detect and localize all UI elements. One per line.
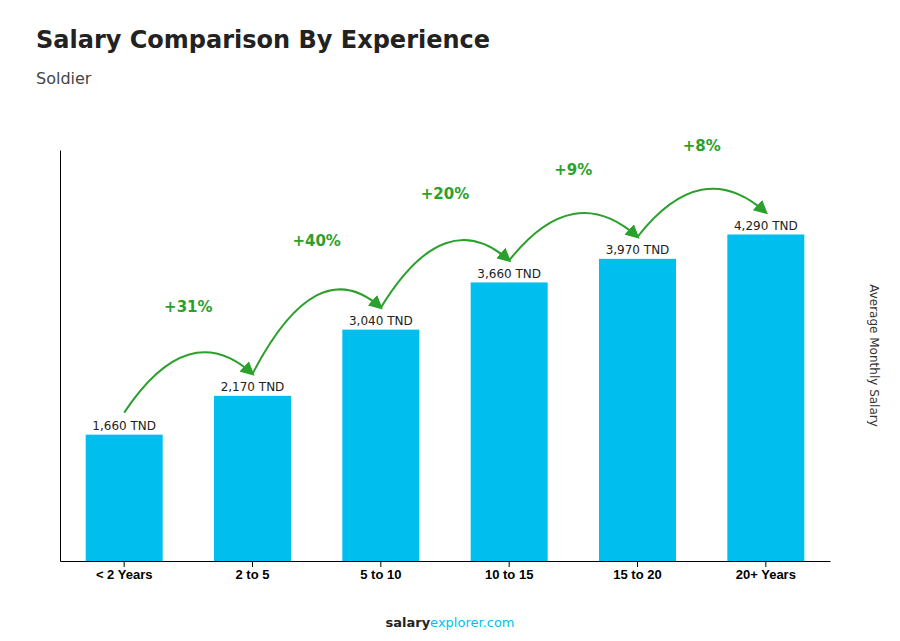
x-tick-label: 15 to 20	[613, 567, 661, 582]
x-tick-mark	[380, 561, 381, 567]
data-label: 3,040 TND	[349, 314, 413, 328]
change-label: +31%	[164, 298, 212, 316]
data-label: 1,660 TND	[92, 419, 156, 433]
bar	[599, 259, 676, 561]
change-arc	[638, 189, 766, 237]
data-label: 3,970 TND	[606, 243, 670, 257]
x-tick-mark	[124, 561, 125, 567]
x-tick-label: 2 to 5	[236, 567, 270, 582]
y-axis-line	[60, 151, 61, 562]
change-label: +20%	[421, 185, 469, 203]
change-label: +9%	[554, 161, 592, 179]
change-arc	[124, 352, 252, 412]
x-axis: < 2 Years 2 to 5 5 to 10 10 to 15 15 to 20 20…	[61, 561, 831, 582]
x-tick: < 2 Years	[96, 561, 153, 582]
x-tick: 15 to 20	[613, 561, 661, 582]
x-tick-mark	[252, 561, 253, 567]
footer: salaryexplorer.com	[385, 615, 514, 630]
data-labels: 1,660 TND 2,170 TND 3,040 TND 3,660 TND 3,97…	[92, 219, 797, 433]
x-tick: 20+ Years	[736, 561, 796, 582]
x-tick-mark	[765, 561, 766, 567]
x-axis-line	[61, 561, 831, 562]
data-label: 3,660 TND	[477, 267, 541, 281]
change-arc	[509, 213, 637, 260]
bar	[86, 435, 163, 561]
x-tick: 5 to 10	[360, 561, 401, 582]
bar	[342, 330, 419, 561]
x-tick-mark	[637, 561, 638, 567]
bar	[727, 234, 804, 561]
x-tick: 10 to 15	[485, 561, 533, 582]
change-label: +8%	[683, 137, 721, 155]
x-tick-label: 10 to 15	[485, 567, 533, 582]
y-axis-title: Average Monthly Salary	[867, 284, 881, 427]
change-arc	[381, 240, 509, 308]
x-tick: 2 to 5	[236, 561, 270, 582]
title: Salary Comparison By Experience	[36, 26, 490, 54]
y-axis	[60, 151, 61, 562]
subtitle: Soldier	[36, 69, 92, 88]
footer-part: explorer.com	[430, 615, 514, 630]
x-tick-label: < 2 Years	[96, 567, 153, 582]
data-label: 4,290 TND	[734, 219, 798, 233]
bar	[471, 282, 548, 561]
annotations: +31% +40% +20% +9% +8%	[124, 137, 766, 413]
footer-part: salary	[385, 615, 430, 630]
bar	[214, 396, 291, 561]
x-tick-label: 5 to 10	[360, 567, 401, 582]
bars	[86, 234, 805, 561]
x-tick-label: 20+ Years	[736, 567, 796, 582]
change-label: +40%	[292, 232, 340, 250]
change-arc	[253, 289, 381, 373]
x-tick-mark	[509, 561, 510, 567]
chart: Salary Comparison By Experience Soldier < …	[0, 0, 900, 641]
data-label: 2,170 TND	[221, 380, 285, 394]
